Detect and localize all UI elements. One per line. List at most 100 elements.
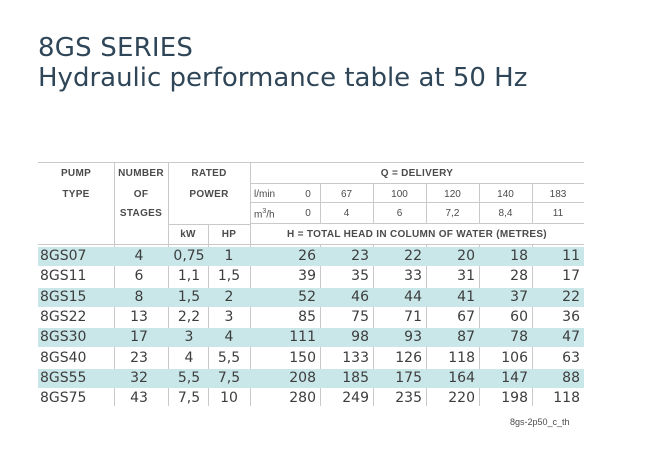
table-row: 8GS22 13 2,2 3 85 75 71 67 60 36 — [38, 308, 584, 327]
head-cell: 33 — [404, 268, 422, 285]
head-cell: 46 — [351, 288, 369, 305]
kw-cell: 3 — [184, 329, 194, 346]
stages-cell: 32 — [130, 369, 148, 386]
head-cell: 11 — [562, 248, 580, 264]
head-cell: 63 — [562, 349, 580, 366]
head-cell: 106 — [501, 349, 528, 366]
page-title: 8GS SERIES — [38, 33, 194, 63]
kw-cell: 1,1 — [177, 268, 201, 285]
head-cell: 31 — [457, 268, 475, 285]
kw-header: kW — [180, 229, 196, 240]
head-cell: 23 — [351, 248, 369, 264]
head-cell: 220 — [448, 390, 475, 407]
head-cell: 111 — [289, 329, 316, 346]
flow-lmin-value: 100 — [391, 189, 408, 200]
table-row: 8GS11 6 1,1 1,5 39 35 33 31 28 17 — [38, 267, 584, 286]
stages-cell: 43 — [130, 390, 148, 407]
head-header: H = TOTAL HEAD IN COLUMN OF WATER (METRE… — [287, 229, 547, 240]
footnote: 8gs-2p50_c_th — [510, 417, 570, 427]
head-cell: 20 — [457, 248, 475, 264]
head-cell: 164 — [448, 369, 475, 386]
head-cell: 18 — [510, 248, 528, 264]
model-cell: 8GS55 — [40, 369, 87, 386]
power-header-1: RATED — [191, 168, 227, 179]
flow-m3h-value: 4 — [343, 208, 350, 219]
head-cell: 133 — [342, 349, 369, 366]
head-cell: 26 — [298, 248, 316, 264]
head-cell: 235 — [395, 390, 422, 407]
head-cell: 118 — [553, 390, 580, 407]
flow-lmin-value: 183 — [549, 189, 567, 200]
stages-cell: 6 — [134, 268, 144, 285]
stages-cell: 23 — [130, 349, 148, 366]
head-cell: 249 — [342, 390, 369, 407]
m3h-unit-sup: 3 — [262, 208, 267, 215]
hp-cell: 10 — [220, 390, 238, 407]
head-cell: 126 — [395, 349, 422, 366]
model-cell: 8GS22 — [40, 308, 87, 325]
hp-cell: 2 — [224, 288, 234, 305]
kw-cell: 2,2 — [177, 308, 201, 325]
head-cell: 35 — [351, 268, 369, 285]
head-cell: 98 — [351, 329, 369, 346]
head-cell: 198 — [501, 390, 528, 407]
head-cell: 52 — [298, 288, 316, 305]
head-cell: 67 — [457, 308, 475, 325]
head-cell: 93 — [404, 329, 422, 346]
head-cell: 71 — [404, 308, 422, 325]
table-row: 8GS15 8 1,5 2 52 46 44 41 37 22 — [38, 287, 584, 307]
head-cell: 85 — [298, 308, 316, 325]
m3h-unit-label: m3/h — [254, 208, 275, 220]
stages-cell: 17 — [130, 329, 148, 346]
head-cell: 150 — [289, 349, 316, 366]
model-cell: 8GS07 — [40, 248, 87, 264]
head-cell: 87 — [457, 329, 475, 346]
flow-lmin-value: 140 — [497, 189, 514, 200]
kw-cell: 1,5 — [177, 288, 201, 305]
kw-cell: 4 — [184, 349, 194, 366]
flow-lmin-value: 0 — [305, 189, 311, 200]
head-cell: 147 — [501, 369, 528, 386]
head-cell: 208 — [289, 369, 316, 386]
head-cell: 22 — [562, 288, 580, 305]
hp-cell: 1,5 — [217, 268, 241, 285]
table-row: 8GS75 43 7,5 10 280 249 235 220 198 118 — [38, 389, 584, 408]
kw-cell: 7,5 — [177, 390, 201, 407]
head-cell: 118 — [448, 349, 475, 366]
kw-cell: 5,5 — [177, 369, 201, 386]
flow-lmin-value: 120 — [444, 189, 461, 200]
flow-lmin-value: 67 — [340, 189, 353, 200]
table-row: 8GS55 32 5,5 7,5 208 185 175 164 147 88 — [38, 368, 584, 388]
m3h-unit-base: m — [254, 209, 263, 221]
flow-m3h-value: 6 — [396, 208, 403, 219]
stages-cell: 4 — [134, 248, 144, 264]
head-cell: 88 — [562, 369, 580, 386]
model-cell: 8GS30 — [40, 329, 87, 346]
delivery-header: Q = DELIVERY — [380, 168, 454, 179]
kw-cell: 0,75 — [173, 248, 205, 264]
head-cell: 41 — [457, 288, 475, 305]
head-cell: 44 — [404, 288, 422, 305]
head-cell: 280 — [289, 390, 316, 407]
stages-header-1: NUMBER — [118, 168, 164, 179]
hp-cell: 7,5 — [217, 369, 241, 386]
model-cell: 8GS11 — [40, 268, 87, 285]
stages-header-2: OF — [133, 189, 149, 200]
head-cell: 36 — [562, 308, 580, 325]
hp-header: HP — [221, 229, 237, 240]
hp-cell: 5,5 — [217, 349, 241, 366]
stages-cell: 13 — [130, 308, 148, 325]
head-cell: 75 — [351, 308, 369, 325]
m3h-unit-tail: /h — [266, 209, 275, 221]
page-subtitle: Hydraulic performance table at 50 Hz — [38, 63, 528, 93]
lmin-unit-label: l/min — [254, 189, 276, 200]
flow-m3h-value: 8,4 — [498, 208, 513, 219]
head-cell: 28 — [510, 268, 528, 285]
hp-cell: 3 — [224, 308, 234, 325]
hp-cell: 1 — [224, 248, 234, 264]
head-cell: 39 — [298, 268, 316, 285]
model-cell: 8GS75 — [40, 390, 87, 407]
head-cell: 17 — [562, 268, 580, 285]
flow-m3h-value: 7,2 — [445, 208, 460, 219]
table-row: 8GS07 4 0,75 1 26 23 22 20 18 11 — [38, 247, 584, 266]
